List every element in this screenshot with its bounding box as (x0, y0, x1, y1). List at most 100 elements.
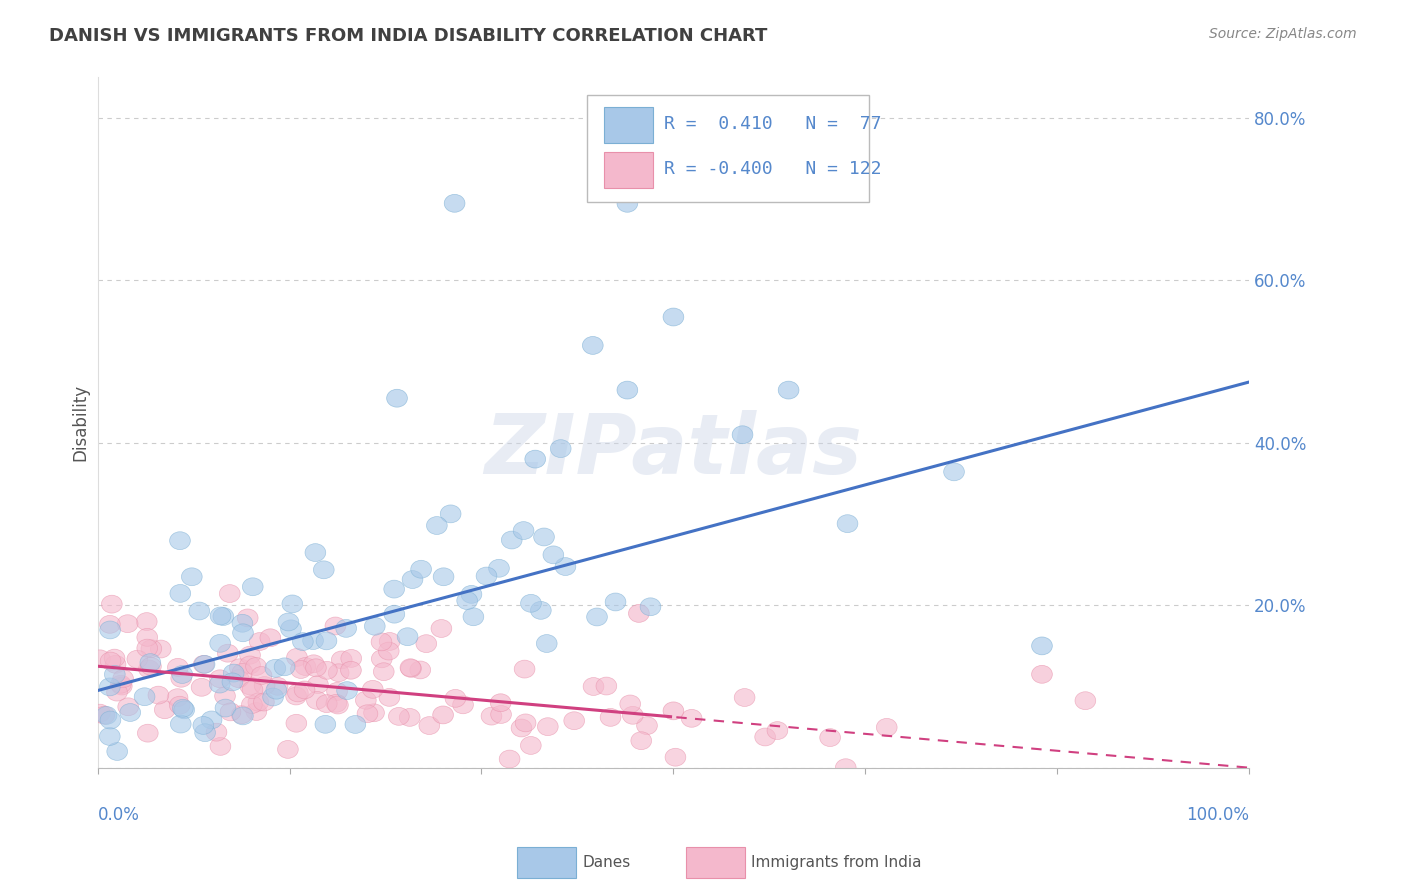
Ellipse shape (292, 632, 314, 650)
Ellipse shape (631, 731, 651, 749)
Ellipse shape (277, 740, 298, 758)
Ellipse shape (232, 615, 253, 632)
Ellipse shape (586, 608, 607, 626)
Ellipse shape (302, 632, 323, 649)
Ellipse shape (419, 716, 440, 734)
Ellipse shape (224, 665, 245, 682)
Ellipse shape (411, 560, 432, 578)
Ellipse shape (111, 675, 131, 693)
Ellipse shape (401, 659, 422, 677)
Ellipse shape (1032, 637, 1052, 655)
Ellipse shape (100, 711, 121, 729)
Ellipse shape (340, 649, 361, 667)
Ellipse shape (378, 642, 399, 660)
Ellipse shape (374, 663, 394, 681)
Ellipse shape (278, 613, 299, 631)
Ellipse shape (96, 706, 117, 724)
Ellipse shape (384, 580, 405, 598)
Ellipse shape (371, 650, 392, 668)
Ellipse shape (768, 722, 787, 739)
Ellipse shape (266, 681, 287, 699)
Ellipse shape (246, 657, 266, 675)
Ellipse shape (315, 715, 336, 733)
Ellipse shape (664, 702, 683, 720)
Ellipse shape (287, 648, 308, 666)
Ellipse shape (440, 505, 461, 523)
Ellipse shape (328, 696, 349, 714)
Ellipse shape (246, 703, 267, 721)
Ellipse shape (111, 677, 132, 695)
Ellipse shape (550, 440, 571, 458)
Ellipse shape (326, 682, 347, 700)
Ellipse shape (139, 660, 159, 678)
Ellipse shape (820, 729, 841, 747)
Ellipse shape (426, 516, 447, 534)
Ellipse shape (170, 715, 191, 733)
Ellipse shape (530, 601, 551, 619)
Ellipse shape (201, 711, 222, 729)
Ellipse shape (380, 689, 399, 706)
Ellipse shape (173, 699, 193, 717)
Ellipse shape (305, 659, 326, 677)
Ellipse shape (181, 568, 202, 586)
Ellipse shape (274, 658, 295, 676)
Ellipse shape (755, 728, 776, 746)
Ellipse shape (537, 718, 558, 736)
Ellipse shape (582, 336, 603, 354)
Ellipse shape (120, 704, 141, 722)
Ellipse shape (194, 656, 215, 673)
Ellipse shape (433, 568, 454, 586)
Text: R = -0.400   N = 122: R = -0.400 N = 122 (664, 161, 882, 178)
Ellipse shape (285, 714, 307, 732)
Ellipse shape (380, 632, 401, 650)
Ellipse shape (294, 681, 315, 698)
Ellipse shape (398, 628, 418, 646)
Ellipse shape (364, 704, 384, 722)
Ellipse shape (209, 670, 231, 688)
Ellipse shape (263, 688, 284, 706)
Ellipse shape (316, 695, 337, 713)
Ellipse shape (283, 595, 302, 613)
Ellipse shape (491, 694, 510, 712)
Ellipse shape (623, 706, 643, 724)
Ellipse shape (238, 609, 259, 627)
Ellipse shape (461, 585, 482, 603)
Ellipse shape (371, 633, 392, 651)
Ellipse shape (316, 632, 337, 649)
Ellipse shape (287, 684, 308, 702)
Text: 100.0%: 100.0% (1187, 805, 1250, 823)
Text: Source: ZipAtlas.com: Source: ZipAtlas.com (1209, 27, 1357, 41)
Ellipse shape (148, 686, 169, 704)
Ellipse shape (136, 640, 157, 657)
Ellipse shape (665, 748, 686, 766)
Ellipse shape (141, 657, 162, 675)
FancyBboxPatch shape (588, 95, 869, 202)
Ellipse shape (219, 584, 240, 602)
Ellipse shape (170, 584, 191, 602)
Ellipse shape (387, 389, 408, 407)
Ellipse shape (399, 708, 420, 726)
Ellipse shape (640, 598, 661, 615)
Ellipse shape (207, 723, 226, 741)
Ellipse shape (136, 628, 157, 647)
Ellipse shape (520, 737, 541, 755)
Ellipse shape (100, 678, 121, 696)
Ellipse shape (134, 688, 155, 706)
Ellipse shape (232, 706, 252, 723)
Ellipse shape (240, 677, 260, 695)
Ellipse shape (100, 615, 121, 633)
Ellipse shape (136, 613, 157, 631)
Ellipse shape (242, 578, 263, 596)
Ellipse shape (515, 660, 534, 678)
Ellipse shape (209, 634, 231, 652)
Ellipse shape (336, 681, 357, 699)
Ellipse shape (564, 712, 585, 730)
Ellipse shape (332, 651, 352, 669)
Ellipse shape (239, 656, 260, 673)
Ellipse shape (100, 728, 120, 746)
Ellipse shape (336, 619, 357, 637)
Ellipse shape (402, 571, 423, 589)
Ellipse shape (664, 308, 683, 326)
Ellipse shape (617, 194, 638, 212)
Ellipse shape (491, 706, 512, 723)
